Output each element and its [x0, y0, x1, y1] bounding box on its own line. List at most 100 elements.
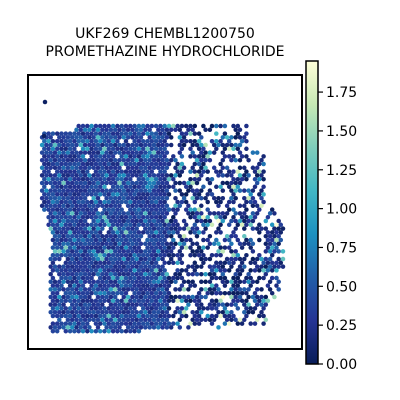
expression-spot: [128, 268, 133, 273]
expression-spot: [85, 290, 90, 296]
expression-spot: [211, 317, 217, 323]
expression-spot: [59, 321, 64, 326]
expression-spot: [104, 264, 109, 269]
expression-spot: [147, 218, 152, 224]
expression-spot: [156, 309, 161, 315]
expression-spot: [218, 169, 223, 174]
expression-spot: [160, 173, 165, 178]
expression-spot: [123, 260, 129, 266]
expression-spot: [261, 199, 266, 205]
expression-spot: [160, 180, 165, 186]
expression-spot: [82, 279, 88, 285]
expression-spot: [254, 165, 260, 171]
expression-spot: [89, 306, 94, 311]
expression-spot: [78, 180, 84, 186]
expression-spot: [254, 203, 260, 209]
expression-spot: [41, 133, 47, 139]
expression-spot: [104, 218, 109, 224]
expression-spot: [80, 230, 86, 235]
expression-spot: [119, 321, 124, 326]
expression-spot: [95, 256, 101, 262]
expression-spot: [100, 218, 105, 224]
expression-spot: [231, 290, 236, 296]
expression-spot: [136, 184, 142, 190]
expression-spot: [203, 271, 208, 277]
expression-spot: [173, 157, 178, 163]
expression-spot: [177, 142, 183, 148]
expression-spot: [259, 302, 264, 307]
expression-spot: [76, 237, 81, 243]
expression-spot: [175, 123, 180, 129]
expression-spot: [242, 203, 247, 209]
expression-spot: [246, 287, 251, 292]
expression-spot: [100, 287, 105, 292]
expression-spot: [171, 222, 176, 228]
expression-spot: [128, 192, 133, 197]
expression-spot: [44, 165, 49, 171]
expression-spot: [108, 195, 114, 201]
expression-spot: [121, 302, 127, 307]
expression-spot: [196, 321, 202, 326]
expression-spot: [162, 161, 167, 167]
expression-spot: [158, 169, 163, 174]
expression-spot: [244, 199, 249, 205]
expression-spot: [125, 173, 131, 178]
expression-spot: [50, 321, 56, 326]
expression-spot: [85, 184, 90, 190]
expression-spot: [145, 275, 150, 281]
expression-spot: [181, 142, 187, 148]
expression-spot: [166, 298, 172, 304]
expression-spot: [166, 207, 172, 212]
expression-spot: [168, 157, 174, 163]
expression-spot: [102, 283, 107, 288]
expression-spot: [102, 154, 107, 159]
expression-spot: [123, 290, 129, 296]
expression-spot: [74, 180, 79, 186]
expression-spot: [112, 249, 118, 254]
expression-spot: [220, 173, 226, 178]
expression-spot: [203, 287, 208, 292]
expression-spot: [224, 279, 230, 285]
expression-spot: [272, 226, 277, 231]
expression-spot: [250, 226, 256, 231]
expression-spot: [239, 290, 245, 296]
expression-spot: [252, 184, 258, 190]
expression-spot: [259, 157, 264, 163]
expression-spot: [125, 271, 131, 277]
expression-spot: [192, 176, 198, 182]
expression-spot: [207, 211, 213, 216]
expression-spot: [67, 298, 73, 304]
expression-spot: [65, 211, 71, 216]
expression-spot: [276, 233, 281, 239]
expression-spot: [65, 142, 71, 148]
expression-spot: [248, 214, 253, 220]
expression-spot: [93, 192, 99, 197]
expression-spot: [121, 195, 127, 201]
expression-spot: [123, 169, 129, 174]
expression-spot: [102, 260, 107, 266]
expression-spot: [138, 317, 144, 323]
expression-spot: [125, 325, 131, 330]
expression-spot: [244, 176, 249, 182]
expression-spot: [199, 279, 204, 285]
expression-spot: [263, 302, 269, 307]
expression-spot: [214, 237, 219, 243]
expression-spot: [106, 131, 112, 136]
expression-spot: [72, 184, 77, 190]
expression-spot: [87, 157, 92, 163]
expression-spot: [108, 241, 114, 247]
expression-spot: [237, 241, 243, 247]
expression-spot: [78, 195, 84, 201]
expression-spot: [267, 249, 273, 254]
expression-spot: [153, 283, 159, 288]
expression-spot: [72, 313, 77, 319]
expression-spot: [173, 195, 178, 201]
expression-spot: [91, 264, 96, 269]
expression-spot: [74, 309, 79, 315]
expression-spot: [160, 233, 165, 239]
expression-spot: [132, 131, 137, 136]
expression-spot: [115, 199, 120, 205]
expression-spot: [207, 180, 213, 186]
expression-spot: [235, 169, 241, 174]
expression-spot: [265, 230, 271, 235]
